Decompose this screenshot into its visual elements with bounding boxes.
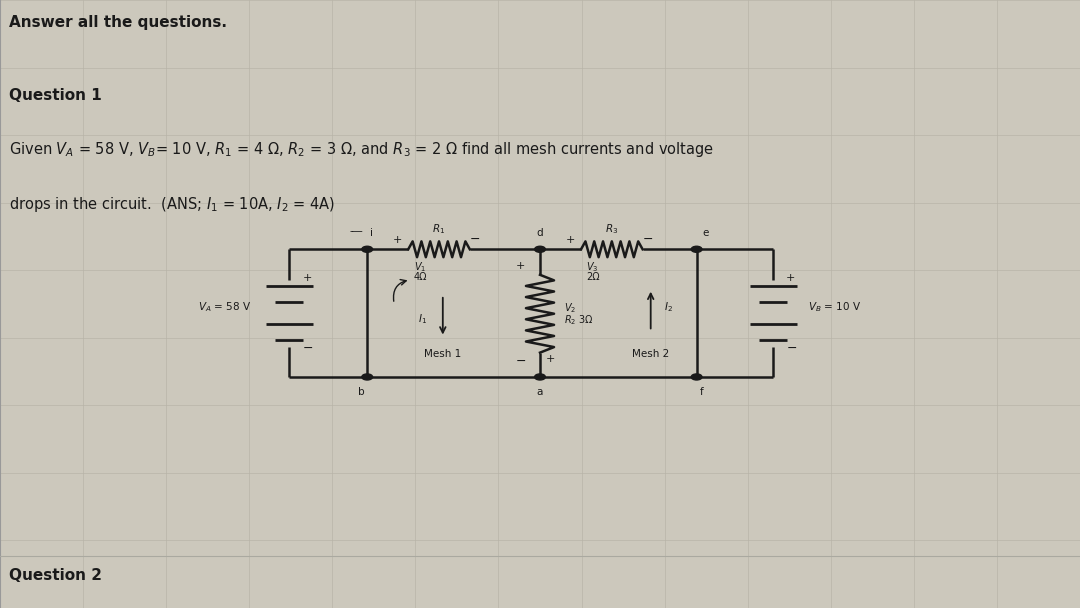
Text: $V_B$ = 10 V: $V_B$ = 10 V bbox=[808, 300, 861, 314]
Text: $R_3$: $R_3$ bbox=[605, 222, 619, 236]
Text: Question 2: Question 2 bbox=[9, 568, 102, 584]
Text: +: + bbox=[566, 235, 575, 245]
Text: −: − bbox=[643, 233, 653, 246]
Text: +: + bbox=[786, 273, 796, 283]
Text: +: + bbox=[516, 261, 525, 271]
Text: f: f bbox=[700, 387, 704, 397]
Text: $I_2$: $I_2$ bbox=[663, 300, 673, 314]
Text: $V_3$: $V_3$ bbox=[586, 260, 599, 274]
Text: drops in the circuit.  (ANS; $I_1$ = 10A, $I_2$ = 4A): drops in the circuit. (ANS; $I_1$ = 10A,… bbox=[9, 195, 335, 213]
Text: Mesh 2: Mesh 2 bbox=[632, 349, 670, 359]
Circle shape bbox=[535, 374, 545, 380]
Text: $V_A$ = 58 V: $V_A$ = 58 V bbox=[199, 300, 252, 314]
Text: i: i bbox=[370, 228, 374, 238]
Text: b: b bbox=[359, 387, 365, 397]
Text: −: − bbox=[515, 355, 526, 368]
Text: 4Ω: 4Ω bbox=[414, 272, 428, 282]
Text: Question 1: Question 1 bbox=[9, 88, 102, 103]
Text: a: a bbox=[537, 387, 543, 397]
Text: Mesh 1: Mesh 1 bbox=[424, 349, 461, 359]
Text: d: d bbox=[537, 228, 543, 238]
Text: +: + bbox=[393, 235, 402, 245]
Text: 2Ω: 2Ω bbox=[586, 272, 600, 282]
Text: Answer all the questions.: Answer all the questions. bbox=[9, 15, 227, 30]
Text: e: e bbox=[702, 228, 708, 238]
Text: -―: -― bbox=[350, 226, 363, 236]
Circle shape bbox=[691, 246, 702, 252]
Text: +: + bbox=[546, 354, 555, 364]
Circle shape bbox=[362, 374, 373, 380]
Text: +: + bbox=[302, 273, 312, 283]
Text: −: − bbox=[470, 233, 481, 246]
Text: −: − bbox=[786, 342, 797, 355]
Circle shape bbox=[362, 246, 373, 252]
Text: Given $V_A$ = 58 V, $V_B$= 10 V, $R_1$ = 4 Ω, $R_2$ = 3 Ω, and $R_3$ = 2 Ω find : Given $V_A$ = 58 V, $V_B$= 10 V, $R_1$ =… bbox=[9, 140, 714, 159]
Circle shape bbox=[535, 246, 545, 252]
Circle shape bbox=[691, 374, 702, 380]
Text: $R_1$: $R_1$ bbox=[432, 222, 446, 236]
Text: $V_2$: $V_2$ bbox=[564, 301, 576, 314]
Text: $I_1$: $I_1$ bbox=[418, 313, 427, 326]
Text: $V_1$: $V_1$ bbox=[414, 260, 426, 274]
Text: $R_2$ 3Ω: $R_2$ 3Ω bbox=[564, 313, 593, 326]
Text: −: − bbox=[302, 342, 313, 355]
